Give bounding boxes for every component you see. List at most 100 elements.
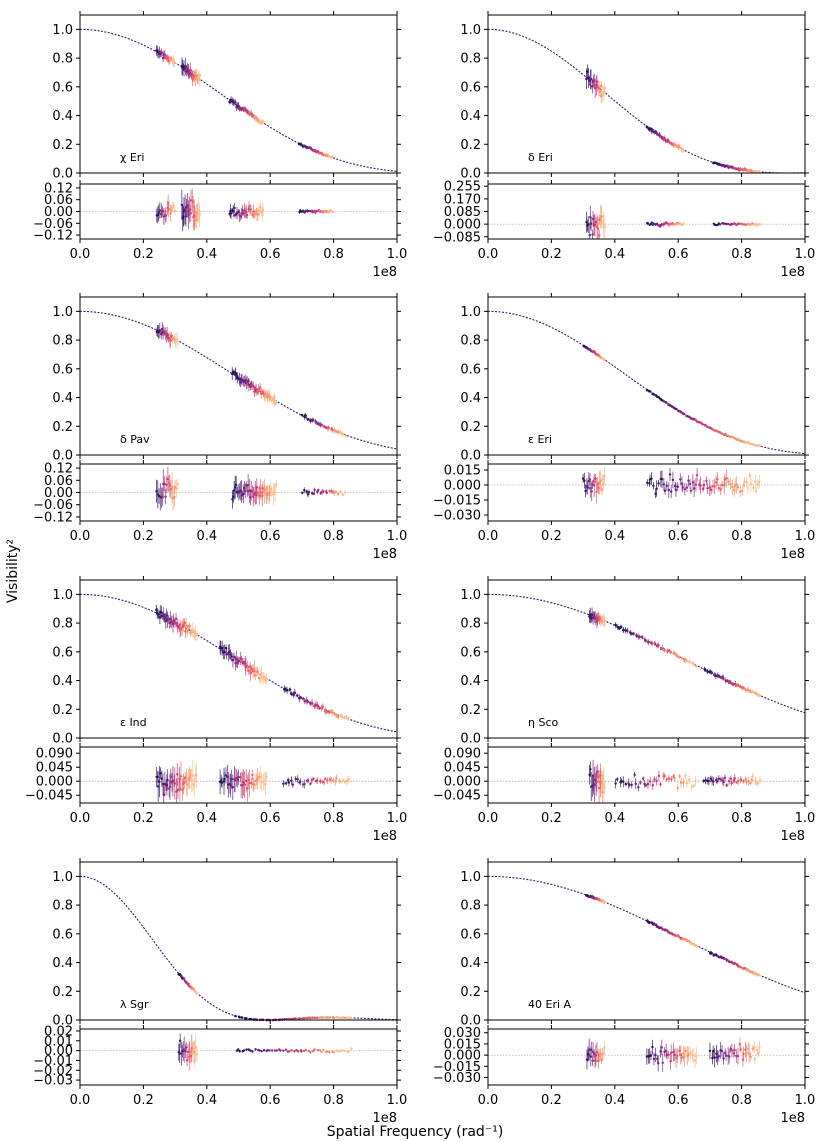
data-point xyxy=(158,323,162,339)
data-point xyxy=(694,418,697,422)
residual-point xyxy=(708,479,711,497)
residual-point xyxy=(322,1048,325,1052)
panel-3: 0.0 0.2 0.4 0.6 0.8 1.0 ε Eri 0.0150.000−0.015−… xyxy=(433,293,815,562)
residual-point xyxy=(695,1047,698,1065)
residual-point xyxy=(224,767,228,784)
residual-point xyxy=(755,1045,759,1055)
residual-point xyxy=(685,778,689,788)
residual-point xyxy=(339,1049,342,1053)
residual-point xyxy=(667,482,670,498)
data-point xyxy=(321,703,325,710)
data-point xyxy=(329,708,333,714)
data-point xyxy=(732,166,736,170)
data-point xyxy=(657,396,661,399)
data-point xyxy=(349,1016,353,1020)
residual-point xyxy=(722,1052,725,1065)
residual-point xyxy=(336,1050,340,1053)
data-point xyxy=(733,961,737,966)
residual-y-tick-label: 0.015 xyxy=(444,1037,481,1052)
x-tick-label: 0.6 xyxy=(260,1093,281,1108)
residual-point xyxy=(695,467,699,483)
residual-point xyxy=(587,1038,591,1061)
residual-point xyxy=(256,767,259,790)
residual-point xyxy=(642,776,645,781)
data-point xyxy=(666,137,670,144)
residual-point xyxy=(251,769,254,780)
residual-point xyxy=(159,767,162,780)
residual-point xyxy=(275,1049,279,1052)
residual-point xyxy=(305,489,308,494)
residual-point xyxy=(753,1041,756,1054)
data-point xyxy=(687,939,691,943)
x-tick-label: 0.2 xyxy=(133,247,154,262)
residual-point xyxy=(730,780,733,786)
residual-point xyxy=(740,777,743,782)
data-point xyxy=(189,628,192,638)
x-tick-label: 0.6 xyxy=(260,811,281,826)
y-tick-label: 0.4 xyxy=(460,109,481,124)
residual-y-tick-label: 0.12 xyxy=(44,462,73,477)
data-point xyxy=(246,660,249,672)
data-point xyxy=(258,382,262,393)
data-point xyxy=(651,127,654,133)
residual-point xyxy=(679,777,683,788)
residual-point xyxy=(343,1049,346,1053)
data-point xyxy=(635,632,638,639)
residual-point xyxy=(162,208,166,226)
data-point xyxy=(723,433,727,436)
residual-point xyxy=(688,479,692,489)
residual-point xyxy=(742,1046,745,1062)
residual-point xyxy=(712,1045,715,1057)
y-tick-label: 0.2 xyxy=(460,420,481,435)
residual-point xyxy=(722,777,725,787)
residual-point xyxy=(689,487,693,494)
residual-point xyxy=(335,774,338,783)
residual-point xyxy=(253,209,257,218)
residual-point xyxy=(587,216,590,233)
residual-point xyxy=(694,776,697,786)
y-tick-label: 1.0 xyxy=(460,588,481,603)
data-point xyxy=(674,934,678,938)
data-point xyxy=(679,145,683,150)
residual-point xyxy=(155,479,158,503)
residual-point xyxy=(341,1048,344,1052)
residual-point xyxy=(319,778,322,784)
residual-y-tick-label: 0.255 xyxy=(444,180,481,195)
residual-point xyxy=(593,213,597,237)
residual-point xyxy=(651,780,655,791)
residual-point xyxy=(252,779,256,790)
residual-point xyxy=(735,476,738,494)
residual-y-tick-label: −0.030 xyxy=(433,509,481,524)
residual-point xyxy=(596,764,599,779)
residual-point xyxy=(739,1045,742,1054)
residual-point xyxy=(162,782,165,803)
residual-point xyxy=(173,480,177,494)
residual-point xyxy=(248,478,251,503)
data-point xyxy=(652,393,656,396)
residual-point xyxy=(595,1042,599,1063)
data-point xyxy=(597,80,601,97)
data-point xyxy=(756,692,759,697)
residual-axes-frame xyxy=(487,1028,806,1086)
star-label--eri: δ Eri xyxy=(528,151,553,164)
residual-point xyxy=(595,771,599,792)
y-tick-label: 0.8 xyxy=(460,52,481,67)
residual-point xyxy=(718,223,722,226)
residual-point xyxy=(259,201,262,214)
residual-point xyxy=(255,478,259,497)
residual-point xyxy=(657,479,660,487)
residual-point xyxy=(674,1048,678,1068)
residual-point xyxy=(677,221,681,226)
x-tick-label: 0.2 xyxy=(541,529,562,544)
y-tick-label: 0.2 xyxy=(460,138,481,153)
y-tick-label: 0.0 xyxy=(460,449,481,464)
residual-point xyxy=(242,769,245,796)
star-label--eri: χ Eri xyxy=(120,151,144,164)
x-tick-label: 0.2 xyxy=(541,1093,562,1108)
data-point xyxy=(250,665,254,674)
residual-point xyxy=(659,782,662,787)
residual-y-tick-label: 0.00 xyxy=(44,1044,73,1059)
data-point xyxy=(240,374,244,386)
y-tick-label: 1.0 xyxy=(52,23,73,38)
data-point xyxy=(253,670,257,681)
